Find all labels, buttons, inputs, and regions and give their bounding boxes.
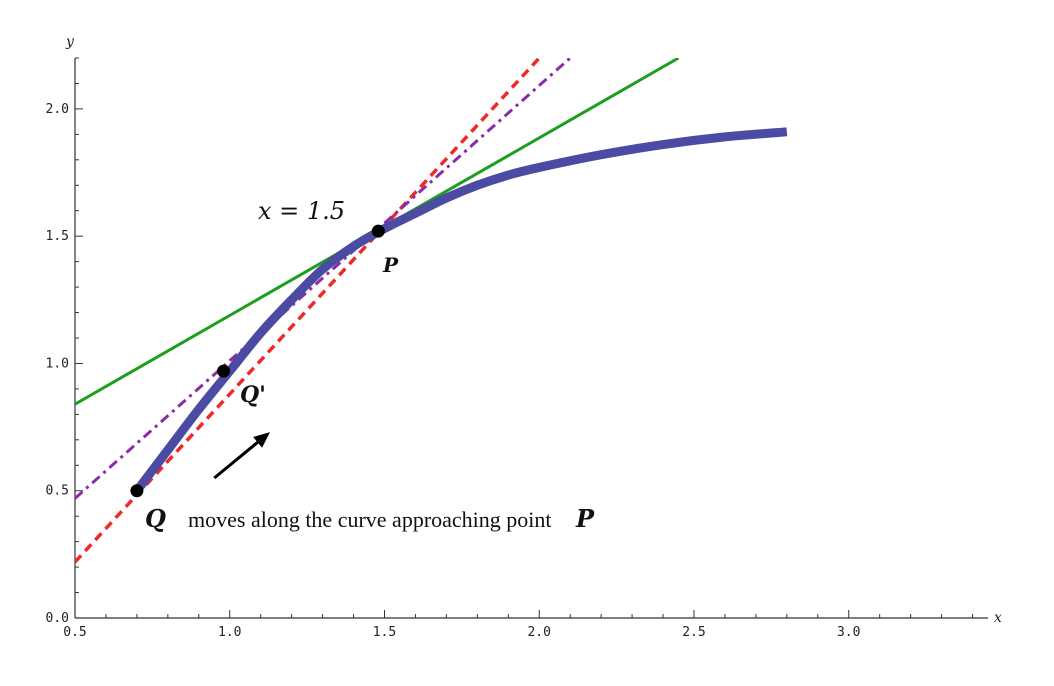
arrow-head [253, 432, 270, 448]
y-tick-label: 1.0 [46, 356, 69, 371]
series-secant-qp [75, 58, 541, 564]
x-tick-label: 1.5 [373, 625, 396, 640]
point-p [371, 224, 385, 238]
approach-arrow [213, 432, 270, 480]
x-tick-label: 3.0 [837, 625, 860, 640]
x-tick-label: 2.5 [682, 625, 705, 640]
arrow-shaft [213, 441, 259, 480]
point-q-prime-label: Q' [240, 382, 266, 408]
points-layer [130, 224, 385, 498]
series-secant-q-p [75, 58, 572, 500]
point-q [130, 484, 144, 498]
y-axis-label: y [65, 34, 75, 50]
y-tick-label: 2.0 [46, 102, 69, 117]
x-tick-label: 1.0 [218, 625, 241, 640]
caption-text: moves along the curve approaching point [188, 507, 552, 532]
x-tick-label: 0.5 [63, 625, 86, 640]
lines-layer [75, 58, 788, 564]
point-q-label: Q [145, 504, 166, 533]
y-tick-label: 1.5 [46, 229, 69, 244]
y-tick-label: 0.0 [46, 611, 69, 626]
ticks-layer: 0.5 1.0 1.5 2.0 2.5 3.00.00.51.01.52.0 [46, 57, 974, 640]
point-q-prime [217, 364, 231, 378]
x-tick-label: 2.0 [527, 625, 550, 640]
y-tick-label: 0.5 [46, 484, 69, 499]
point-p-label: P [382, 253, 399, 277]
x-value-annotation: x = 1.5 [258, 197, 345, 225]
caption-point-p: P [575, 504, 595, 533]
x-axis-label: x [994, 610, 1002, 626]
